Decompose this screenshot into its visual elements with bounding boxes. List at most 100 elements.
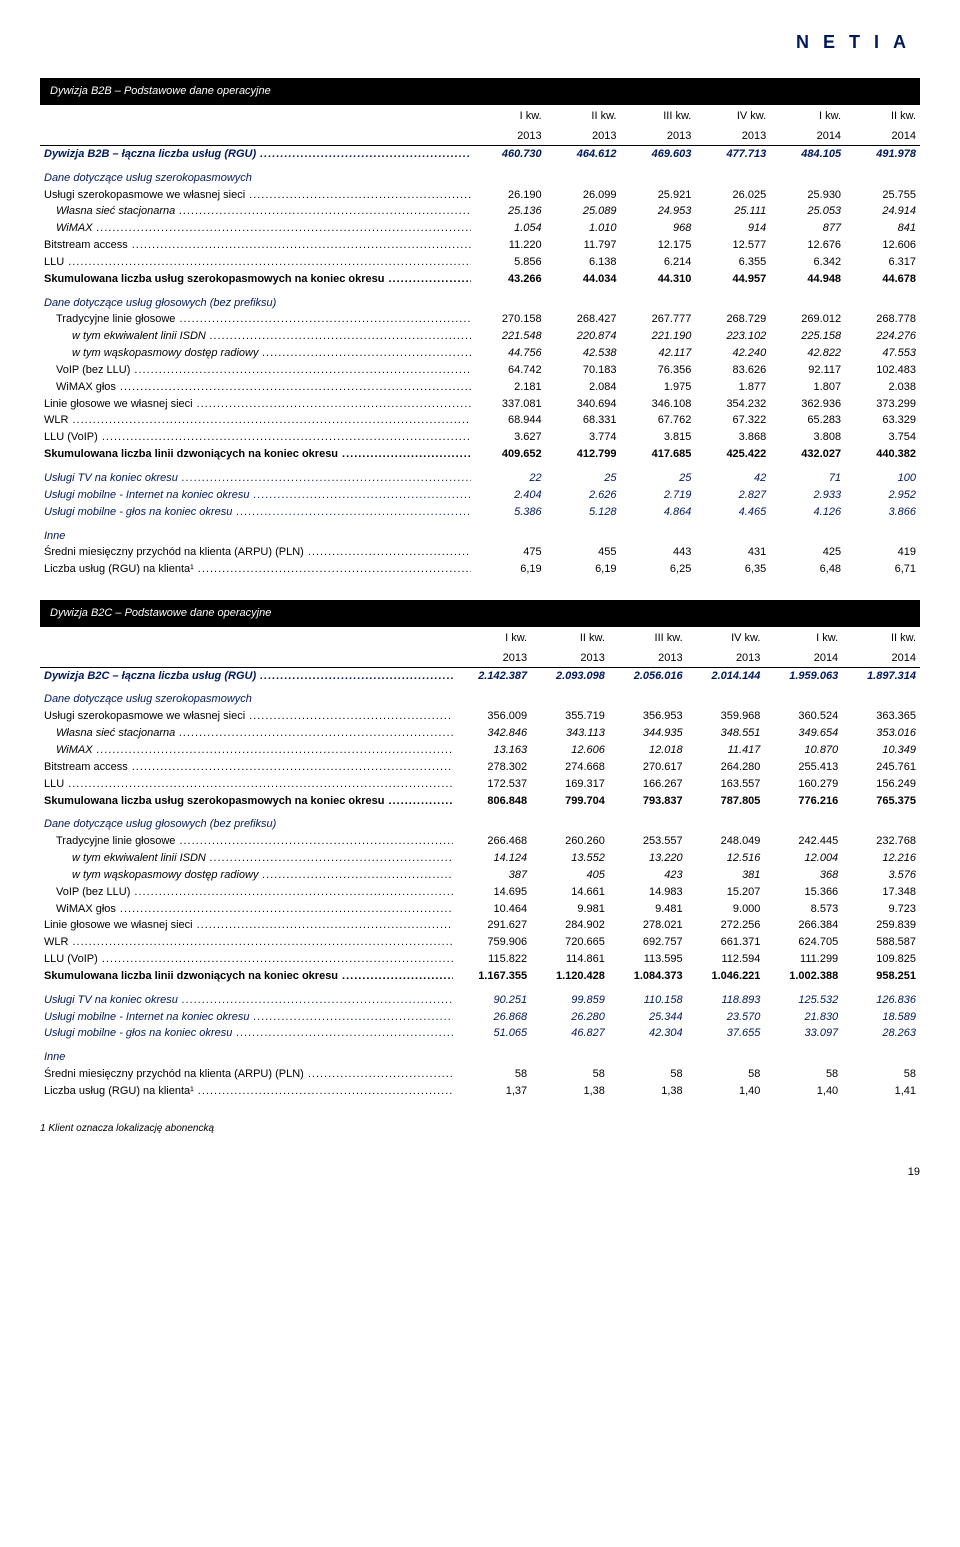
cell-value — [471, 288, 546, 312]
cell-value: 6.317 — [845, 254, 920, 271]
cell-value — [609, 1042, 687, 1066]
cell-value: 4.864 — [620, 504, 695, 521]
cell-value: 25.136 — [471, 203, 546, 220]
cell-value: 349.654 — [764, 725, 842, 742]
cell-value: 1,38 — [531, 1083, 609, 1100]
cell-value: 477.713 — [695, 145, 770, 162]
cell-value: 6,48 — [770, 561, 845, 578]
cell-value: 264.280 — [687, 759, 765, 776]
cell-value: 112.594 — [687, 951, 765, 968]
cell-value: 267.777 — [620, 311, 695, 328]
cell-value: 115.822 — [453, 951, 531, 968]
cell-value: 253.557 — [609, 833, 687, 850]
cell-value: 5.386 — [471, 504, 546, 521]
cell-value: 1.167.355 — [453, 968, 531, 985]
cell-value: 1.897.314 — [842, 667, 920, 684]
cell-value: 270.158 — [471, 311, 546, 328]
cell-value: 4.465 — [695, 504, 770, 521]
cell-value: 163.557 — [687, 776, 765, 793]
cell-value: 353.016 — [842, 725, 920, 742]
cell-value: 25.111 — [695, 203, 770, 220]
col-header: II kw. — [546, 105, 621, 125]
cell-value: 25.755 — [845, 187, 920, 204]
cell-value: 6,25 — [620, 561, 695, 578]
row-label: Tradycyjne linie głosowe — [40, 833, 453, 850]
cell-value: 1.002.388 — [764, 968, 842, 985]
cell-value: 419 — [845, 544, 920, 561]
row-label: w tym ekwiwalent linii ISDN — [40, 328, 471, 345]
cell-value: 5.856 — [471, 254, 546, 271]
row-label: Średni miesięczny przychód na klienta (A… — [40, 544, 471, 561]
cell-value: 100 — [845, 463, 920, 487]
cell-value — [770, 521, 845, 545]
cell-value: 806.848 — [453, 793, 531, 810]
cell-value: 268.427 — [546, 311, 621, 328]
cell-value — [609, 684, 687, 708]
cell-value: 1.120.428 — [531, 968, 609, 985]
cell-value: 26.868 — [453, 1009, 531, 1026]
cell-value: 12.676 — [770, 237, 845, 254]
cell-value: 25.089 — [546, 203, 621, 220]
cell-value: 42.304 — [609, 1025, 687, 1042]
col-header: IV kw. — [687, 627, 765, 647]
row-label: Bitstream access — [40, 759, 453, 776]
cell-value: 291.627 — [453, 917, 531, 934]
cell-value: 102.483 — [845, 362, 920, 379]
cell-value: 26.099 — [546, 187, 621, 204]
cell-value: 172.537 — [453, 776, 531, 793]
cell-value: 356.009 — [453, 708, 531, 725]
cell-value: 3.815 — [620, 429, 695, 446]
col-header-year: 2013 — [531, 647, 609, 667]
cell-value: 13.163 — [453, 742, 531, 759]
cell-value: 344.935 — [609, 725, 687, 742]
cell-value: 21.830 — [764, 1009, 842, 1026]
cell-value: 3.868 — [695, 429, 770, 446]
row-label: Bitstream access — [40, 237, 471, 254]
col-header: I kw. — [453, 627, 531, 647]
cell-value: 765.375 — [842, 793, 920, 810]
col-header-year: 2014 — [764, 647, 842, 667]
cell-value: 221.190 — [620, 328, 695, 345]
cell-value: 624.705 — [764, 934, 842, 951]
cell-value — [764, 684, 842, 708]
cell-value: 63.329 — [845, 412, 920, 429]
cell-value: 2.952 — [845, 487, 920, 504]
row-label: Liczba usług (RGU) na klienta¹ — [40, 561, 471, 578]
cell-value: 14.124 — [453, 850, 531, 867]
cell-value: 6,71 — [845, 561, 920, 578]
row-label: Usługi TV na koniec okresu — [40, 463, 471, 487]
col-header-year: 2013 — [453, 647, 531, 667]
cell-value: 877 — [770, 220, 845, 237]
cell-value: 160.279 — [764, 776, 842, 793]
cell-value: 2.827 — [695, 487, 770, 504]
row-label: WLR — [40, 412, 471, 429]
row-label: Dane dotyczące usług głosowych (bez pref… — [40, 288, 471, 312]
cell-value: 58 — [764, 1066, 842, 1083]
cell-value: 692.757 — [609, 934, 687, 951]
cell-value: 9.723 — [842, 901, 920, 918]
row-label: VoIP (bez LLU) — [40, 884, 453, 901]
row-label: Skumulowana liczba linii dzwoniących na … — [40, 446, 471, 463]
row-label: LLU (VoIP) — [40, 951, 453, 968]
cell-value: 1.010 — [546, 220, 621, 237]
cell-value — [546, 163, 621, 187]
row-label: Usługi mobilne - głos na koniec okresu — [40, 504, 471, 521]
cell-value: 255.413 — [764, 759, 842, 776]
cell-value: 2.084 — [546, 379, 621, 396]
cell-value — [687, 684, 765, 708]
cell-value — [453, 809, 531, 833]
cell-value: 1.975 — [620, 379, 695, 396]
col-header-year: 2013 — [609, 647, 687, 667]
cell-value: 224.276 — [845, 328, 920, 345]
cell-value: 362.936 — [770, 396, 845, 413]
cell-value: 272.256 — [687, 917, 765, 934]
row-label: LLU — [40, 776, 453, 793]
cell-value: 64.742 — [471, 362, 546, 379]
cell-value: 47.553 — [845, 345, 920, 362]
cell-value: 109.825 — [842, 951, 920, 968]
cell-value: 44.957 — [695, 271, 770, 288]
cell-value: 12.175 — [620, 237, 695, 254]
col-header: III kw. — [620, 105, 695, 125]
cell-value: 360.524 — [764, 708, 842, 725]
page-number: 19 — [40, 1165, 920, 1180]
